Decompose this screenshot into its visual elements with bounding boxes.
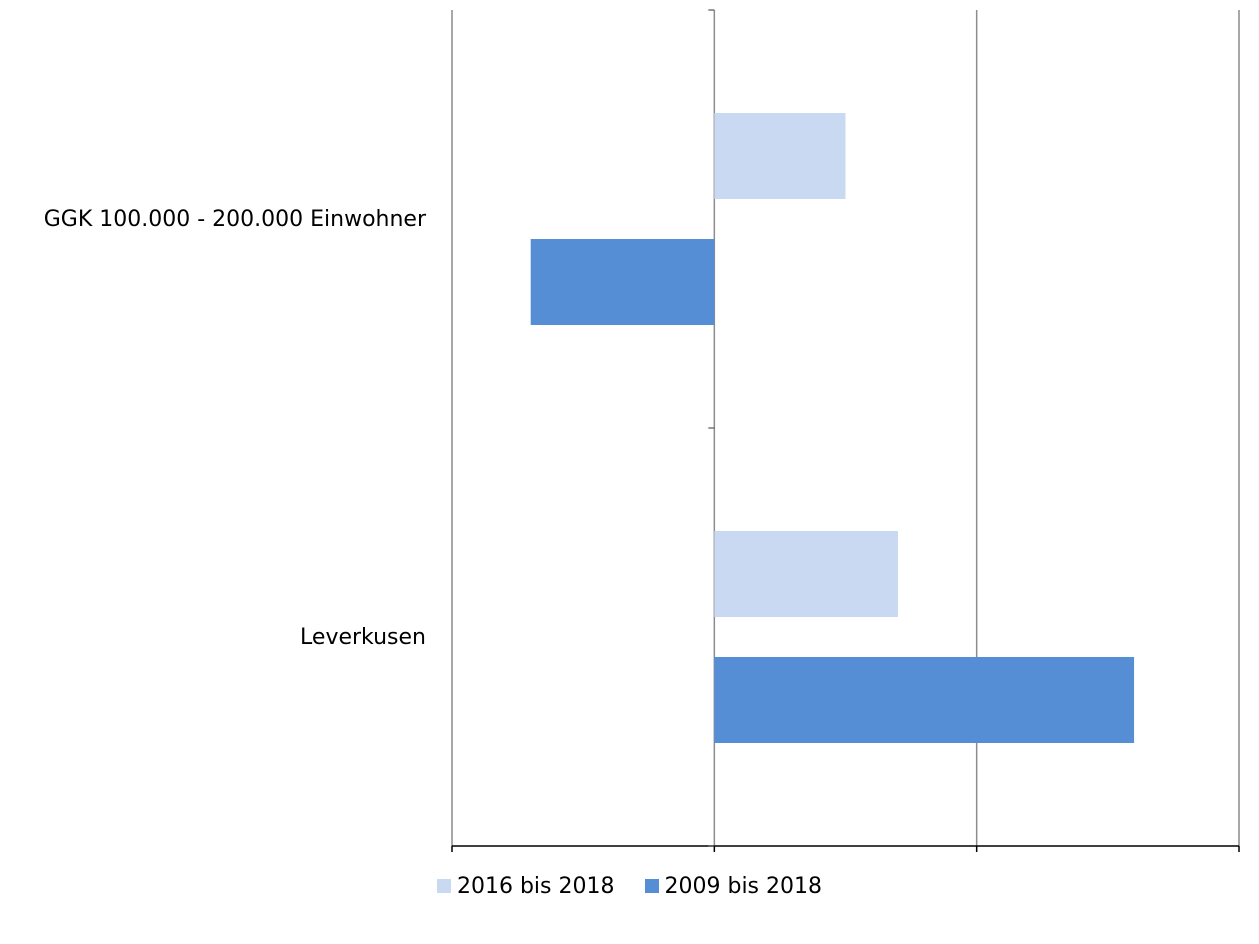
category-label-1: Leverkusen xyxy=(300,625,426,650)
legend-item-2009-2018: 2009 bis 2018 xyxy=(644,873,823,899)
bar-0-1 xyxy=(530,239,715,325)
bar-1-1 xyxy=(714,657,1135,743)
bar-chart: -0,100,10,2 GGK 100.000 - 200.000 Einwoh… xyxy=(44,9,1240,852)
legend: 2016 bis 2018 2009 bis 2018 xyxy=(0,866,1259,906)
bars xyxy=(530,113,1135,743)
legend-label-2009-2018: 2009 bis 2018 xyxy=(664,873,823,899)
legend-label-2016-2018: 2016 bis 2018 xyxy=(456,873,615,899)
bar-1-0 xyxy=(714,531,898,617)
category-label-0: GGK 100.000 - 200.000 Einwohner xyxy=(44,207,427,232)
axes xyxy=(451,9,1240,852)
legend-swatch-2016-2018 xyxy=(436,879,451,893)
bar-0-0 xyxy=(714,113,846,199)
category-labels: GGK 100.000 - 200.000 Einwohner Leverkuse… xyxy=(44,207,427,650)
legend-swatch-2009-2018 xyxy=(644,879,659,893)
legend-item-2016-2018: 2016 bis 2018 xyxy=(436,873,615,899)
